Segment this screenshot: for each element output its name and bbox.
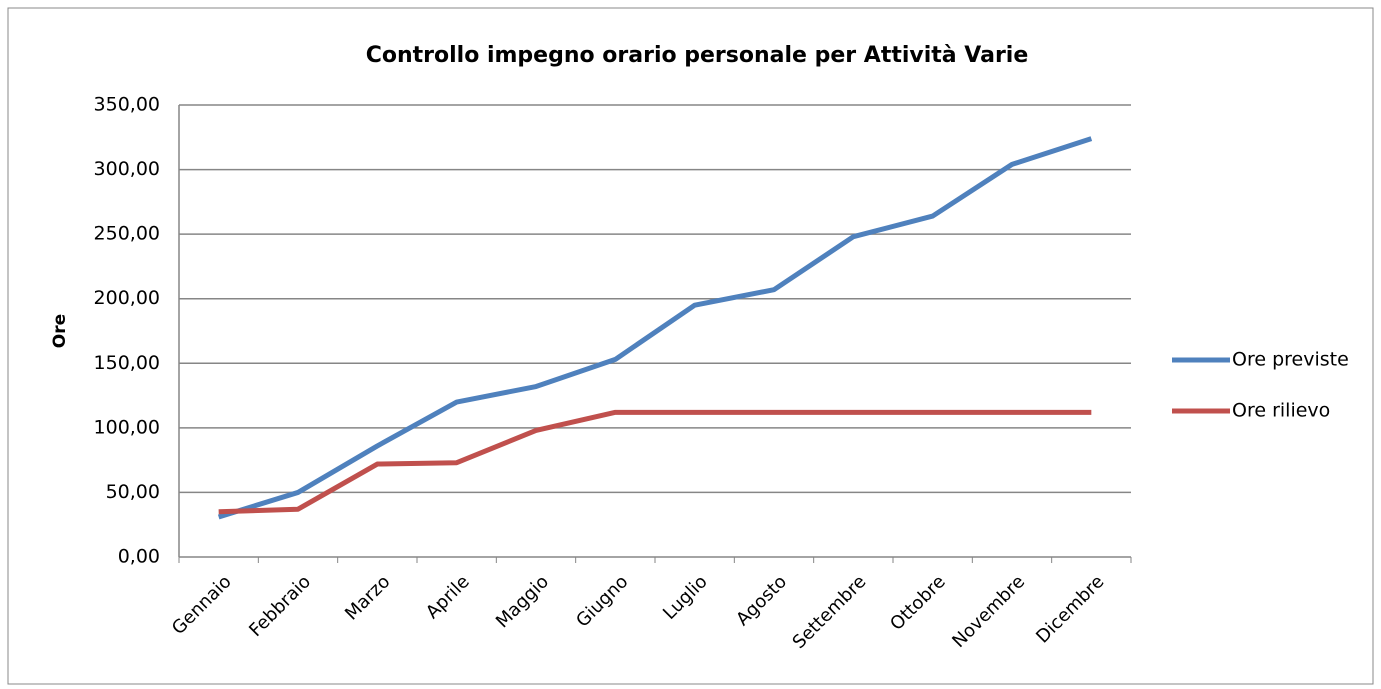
series-line <box>217 136 1093 520</box>
y-tick-label: 300,00 <box>94 158 160 180</box>
series-line <box>218 409 1092 515</box>
y-tick-label: 50,00 <box>106 481 160 503</box>
chart-title: Controllo impegno orario personale per A… <box>366 43 1029 68</box>
y-tick-label: 0,00 <box>118 546 160 568</box>
legend-label: Ore previste <box>1232 349 1349 371</box>
y-tick-label: 100,00 <box>94 416 160 438</box>
y-tick-label: 250,00 <box>94 223 160 245</box>
y-tick-label: 350,00 <box>94 94 160 116</box>
y-tick-label: 150,00 <box>94 352 160 374</box>
y-tick-label: 200,00 <box>94 287 160 309</box>
y-axis-label: Ore <box>50 314 70 348</box>
chart-frame <box>7 7 1374 685</box>
legend-label: Ore rilievo <box>1232 400 1330 422</box>
